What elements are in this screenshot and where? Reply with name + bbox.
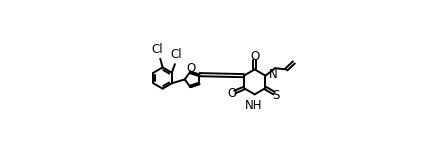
Text: O: O (227, 87, 237, 100)
Text: NH: NH (245, 99, 262, 112)
Text: Cl: Cl (170, 48, 182, 61)
Text: O: O (186, 62, 195, 75)
Text: N: N (269, 68, 277, 81)
Text: Cl: Cl (151, 43, 163, 56)
Text: O: O (250, 50, 259, 63)
Text: S: S (272, 89, 279, 102)
